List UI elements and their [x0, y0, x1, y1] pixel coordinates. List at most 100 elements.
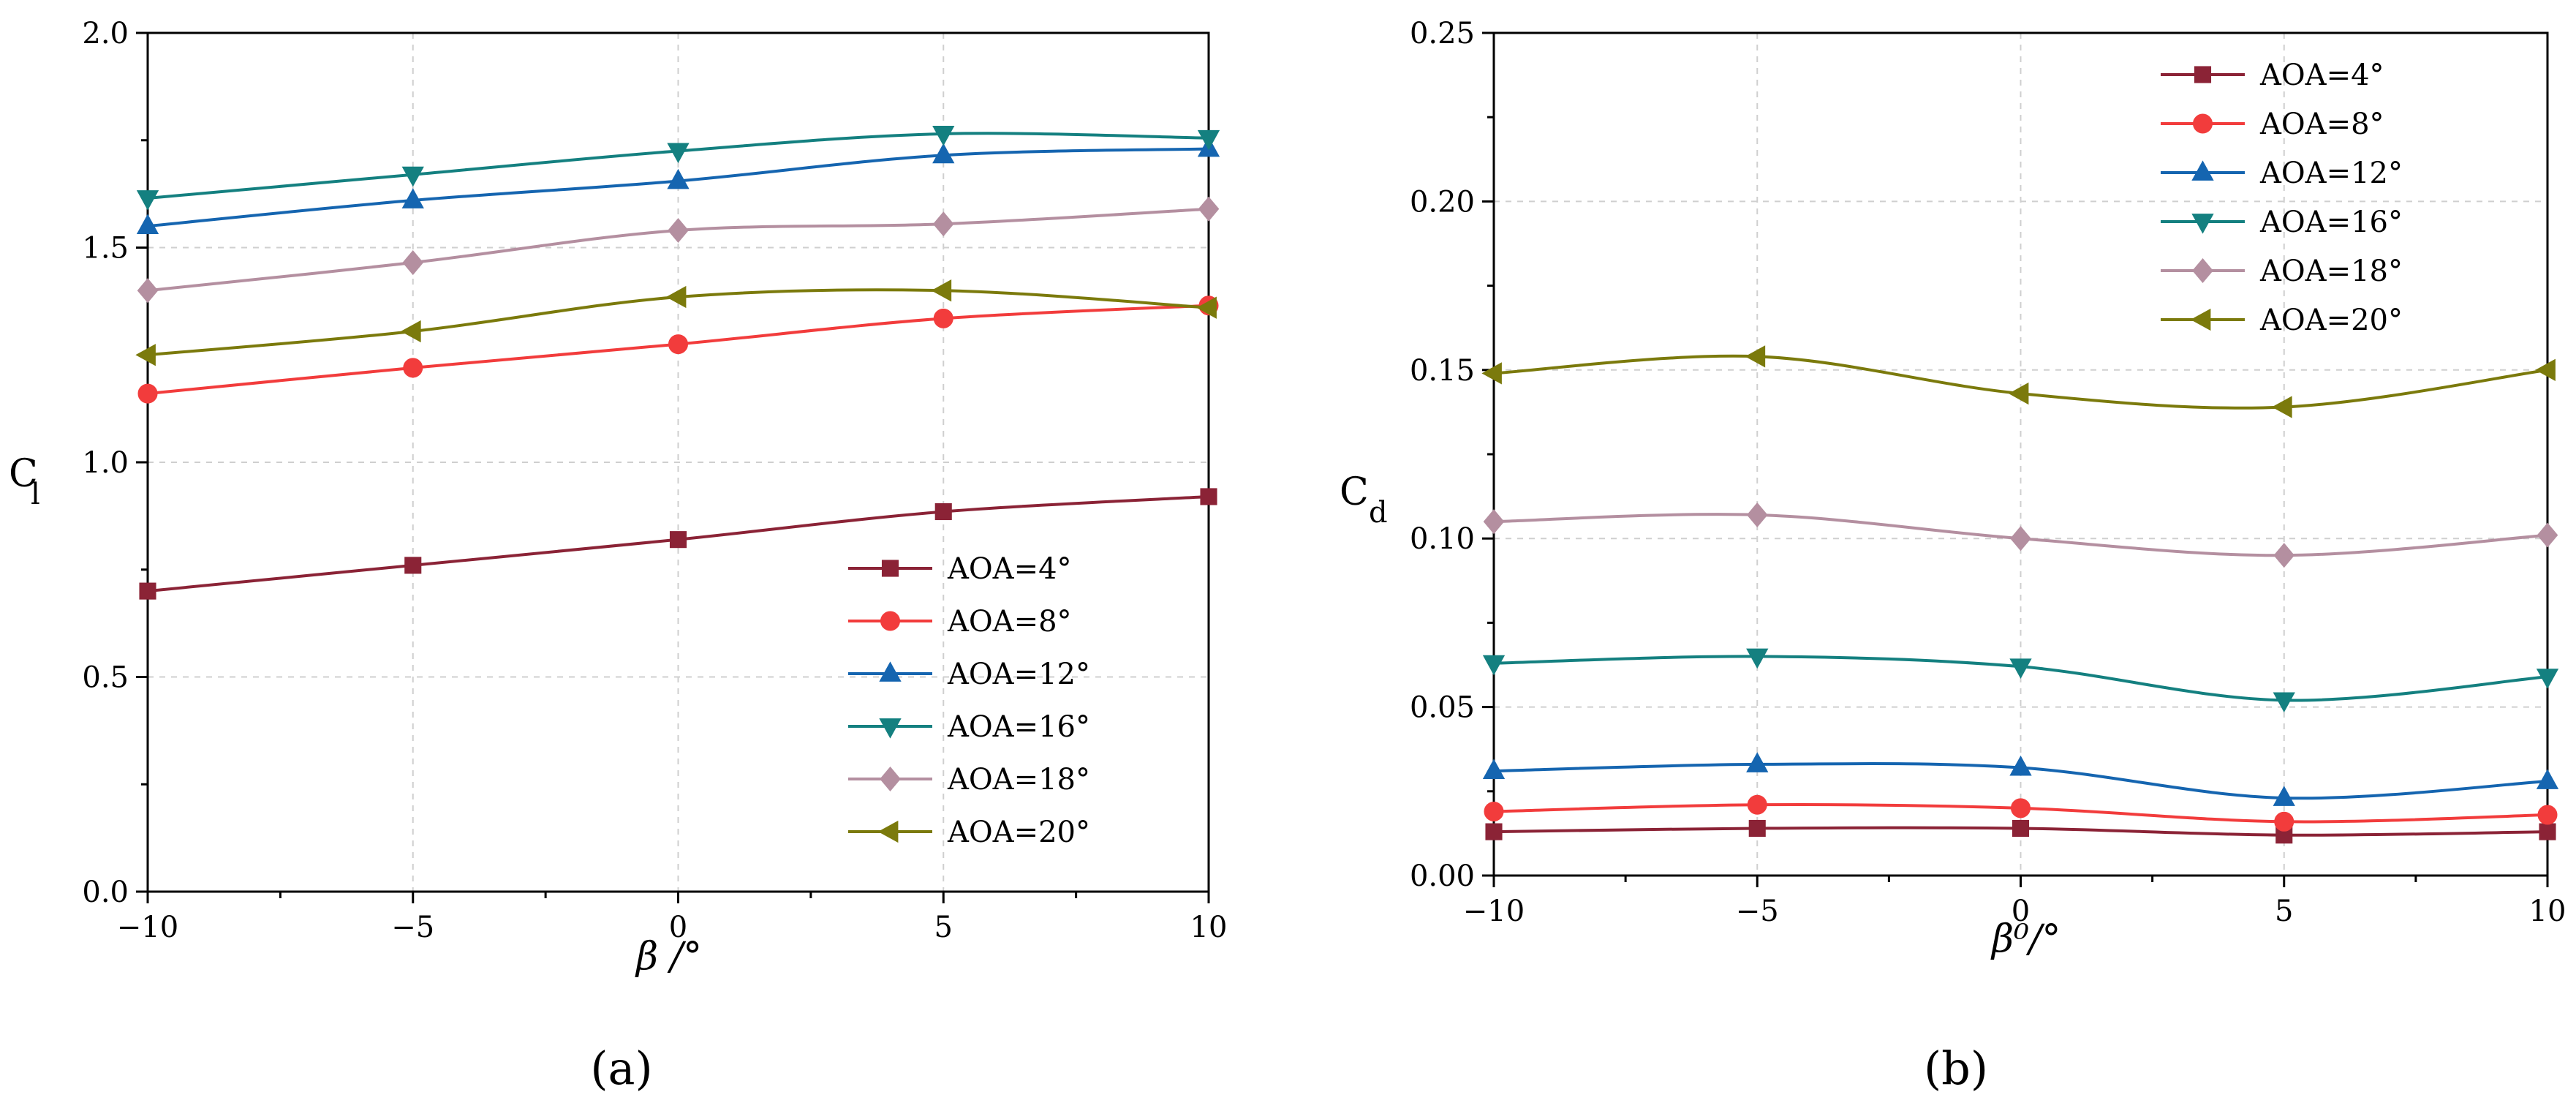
data-point	[136, 190, 159, 211]
legend-label: AOA=4°	[2259, 59, 2384, 92]
x-tick-label: 0	[2012, 895, 2030, 928]
legend-label: AOA=16°	[2259, 206, 2403, 239]
y-tick-label: 0.05	[1410, 691, 1475, 725]
legend-marker	[2190, 308, 2211, 331]
y-tick-label: 1.5	[82, 232, 129, 266]
data-point	[668, 217, 689, 244]
data-point	[136, 214, 159, 235]
legend-label: AOA=20°	[947, 816, 1090, 849]
y-tick-label: 0.10	[1410, 522, 1475, 556]
data-point	[667, 168, 690, 189]
legend-marker	[881, 560, 899, 577]
y-tick-label: 2.0	[82, 17, 129, 50]
data-point	[1745, 345, 1766, 368]
data-point	[669, 531, 687, 549]
legend-item: AOA=4°	[2161, 59, 2384, 92]
data-point	[1746, 752, 1769, 772]
y-axis-label: C	[1340, 470, 1369, 514]
data-point	[2008, 382, 2029, 405]
legend: AOA=4° AOA=8° AOA=12° AOA=16° AOA=18° AOA=20°	[2161, 59, 2403, 337]
data-point	[668, 334, 688, 355]
data-point	[2010, 526, 2031, 552]
series-AOA=16°	[136, 126, 1220, 211]
y-tick-label: 0.00	[1410, 859, 1475, 893]
y-tick-label: 0.25	[1410, 17, 1475, 50]
legend-marker	[2192, 257, 2213, 284]
data-point	[402, 250, 424, 276]
data-point	[2009, 658, 2032, 679]
data-point	[1481, 362, 1502, 385]
legend-item: AOA=16°	[2161, 206, 2403, 239]
x-tick-label: 10	[2529, 895, 2566, 928]
data-point	[1483, 509, 1505, 535]
legend-label: AOA=16°	[947, 710, 1090, 744]
panel-label: (b)	[1924, 1042, 1988, 1095]
y-axis-label: C	[9, 452, 38, 496]
legend-item: AOA=8°	[848, 605, 1072, 639]
series-AOA=4°	[139, 488, 1217, 600]
data-point	[932, 126, 955, 146]
y-tick-label: 0.15	[1410, 354, 1475, 388]
series-AOA=16°	[1482, 648, 2559, 713]
legend: AOA=4° AOA=8° AOA=12° AOA=16° AOA=18° AOA=20°	[848, 552, 1090, 849]
data-point	[932, 211, 954, 237]
series-AOA=12°	[136, 136, 1220, 235]
series-AOA=4°	[1485, 819, 2556, 844]
y-tick-label: 0.5	[82, 661, 129, 695]
x-axis-label: β /°	[635, 935, 702, 979]
legend-marker	[879, 718, 902, 739]
data-point	[2273, 543, 2295, 568]
data-point	[1197, 129, 1220, 151]
data-point	[1196, 296, 1217, 319]
data-point	[1200, 488, 1217, 505]
series-AOA=20°	[135, 279, 1217, 366]
legend-marker	[2191, 160, 2214, 181]
x-tick-label: 0	[669, 911, 687, 944]
legend-marker	[2194, 66, 2212, 83]
data-point	[933, 308, 953, 328]
data-point	[2011, 798, 2031, 818]
y-tick-label: 1.0	[82, 446, 129, 480]
x-tick-label: −10	[1463, 895, 1525, 928]
legend-label: AOA=18°	[2259, 255, 2403, 288]
data-point	[934, 503, 952, 521]
legend-label: AOA=12°	[947, 658, 1090, 691]
data-point	[667, 143, 690, 164]
data-point	[2009, 755, 2032, 776]
legend-marker	[2193, 113, 2213, 134]
legend-label: AOA=8°	[2259, 108, 2384, 141]
legend-item: AOA=20°	[848, 816, 1090, 849]
data-point	[1482, 655, 1506, 676]
data-point	[1482, 759, 1506, 780]
data-point	[2272, 396, 2292, 418]
data-point	[137, 383, 158, 404]
legend-label: AOA=8°	[947, 605, 1072, 639]
data-point	[1746, 648, 1769, 669]
data-point	[2536, 669, 2559, 689]
x-tick-label: −5	[1736, 895, 1779, 928]
data-point	[1484, 801, 1504, 821]
x-tick-label: −5	[391, 911, 434, 944]
series-AOA=18°	[1483, 502, 2558, 568]
data-point	[2535, 358, 2556, 381]
data-point	[135, 344, 156, 366]
data-point	[2274, 811, 2294, 832]
series-AOA=8°	[1484, 794, 2558, 832]
chart-panel-b: −10 −5 0 5 10 0.00 0.05 0.10 0.15 0.20 0.25 C d β⁰/° (…	[1340, 17, 2566, 1095]
data-point	[139, 582, 156, 600]
legend-item: AOA=12°	[848, 658, 1090, 691]
data-point	[1747, 794, 1767, 815]
data-point	[403, 358, 423, 378]
data-point	[2012, 819, 2030, 838]
data-point	[2537, 522, 2558, 548]
legend-item: AOA=12°	[2161, 157, 2403, 190]
x-tick-label: 5	[2275, 895, 2293, 928]
panel-label: (a)	[590, 1042, 652, 1095]
data-point	[2273, 692, 2295, 713]
legend-marker	[2191, 214, 2214, 234]
series-AOA=20°	[1481, 345, 2556, 418]
data-point	[401, 166, 424, 187]
data-point	[1485, 823, 1503, 840]
